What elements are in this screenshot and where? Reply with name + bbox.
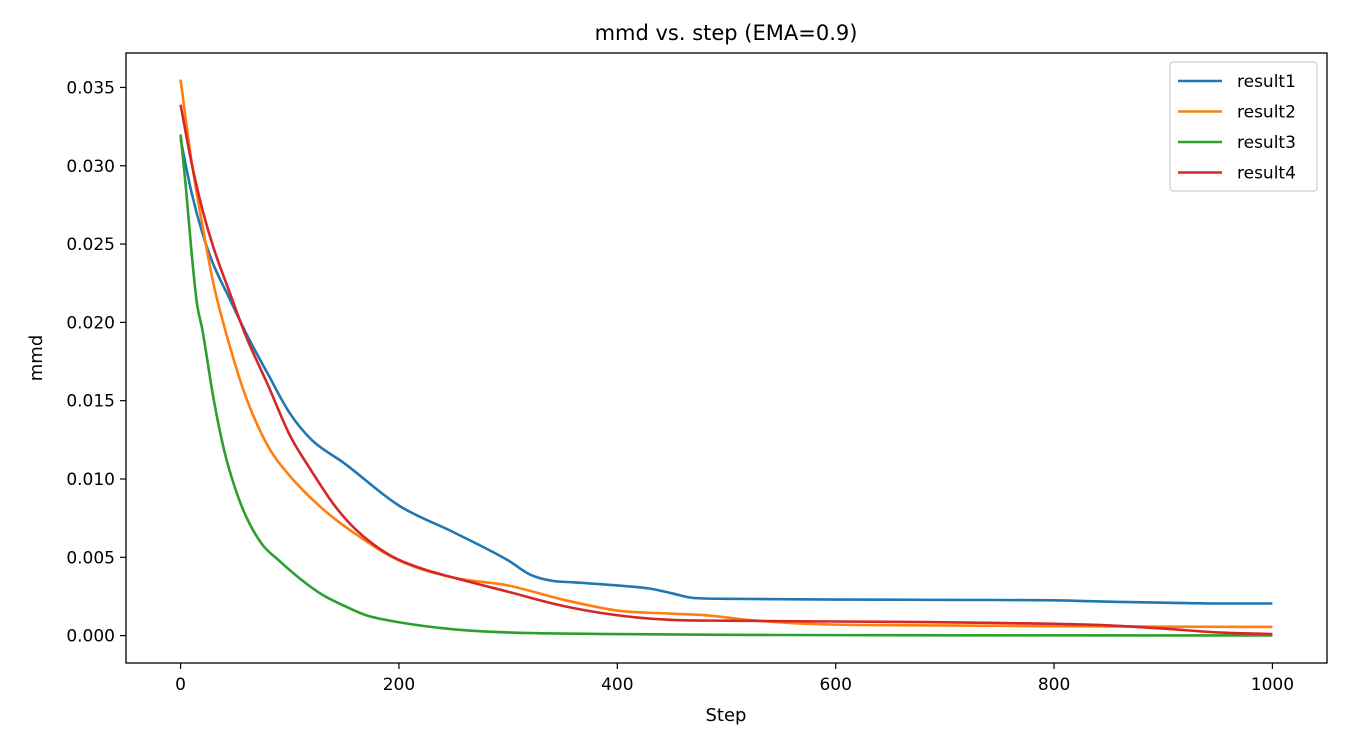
legend-label-result3: result3	[1237, 133, 1296, 153]
legend-label-result4: result4	[1237, 164, 1296, 184]
y-tick-label: 0.035	[66, 78, 115, 98]
x-axis-label: Step	[706, 705, 747, 726]
x-axis: 0 200 400 600 800 1000	[175, 663, 1294, 695]
y-axis: 0.000 0.005 0.010 0.015 0.020 0.025 0.030 0.035	[66, 78, 126, 647]
legend-label-result2: result2	[1237, 103, 1296, 123]
y-tick-label: 0.020	[66, 313, 115, 333]
series-line-result3	[179, 134, 1273, 637]
chart-title: mmd vs. step (EMA=0.9)	[595, 21, 858, 45]
x-tick-label: 200	[383, 675, 415, 695]
legend-box	[1169, 61, 1318, 192]
y-tick-label: 0.015	[66, 392, 115, 412]
x-tick-label: 0	[175, 675, 186, 695]
legend: result1 result2 result3 result4	[1169, 61, 1318, 192]
series-line-result1	[179, 138, 1273, 605]
series-line-result2	[179, 79, 1273, 629]
plot-area	[179, 79, 1273, 637]
x-tick-label: 400	[601, 675, 633, 695]
y-tick-label: 0.030	[66, 157, 115, 177]
x-tick-label: 800	[1038, 675, 1070, 695]
x-tick-label: 600	[819, 675, 851, 695]
y-tick-label: 0.010	[66, 470, 115, 490]
y-tick-label: 0.005	[66, 548, 115, 568]
y-axis-label: mmd	[26, 335, 47, 382]
plot-frame	[125, 52, 1328, 664]
x-tick-label: 1000	[1251, 675, 1294, 695]
legend-label-result1: result1	[1237, 72, 1296, 92]
series-line-result4	[179, 104, 1273, 636]
y-tick-label: 0.000	[66, 627, 115, 647]
y-tick-label: 0.025	[66, 235, 115, 255]
